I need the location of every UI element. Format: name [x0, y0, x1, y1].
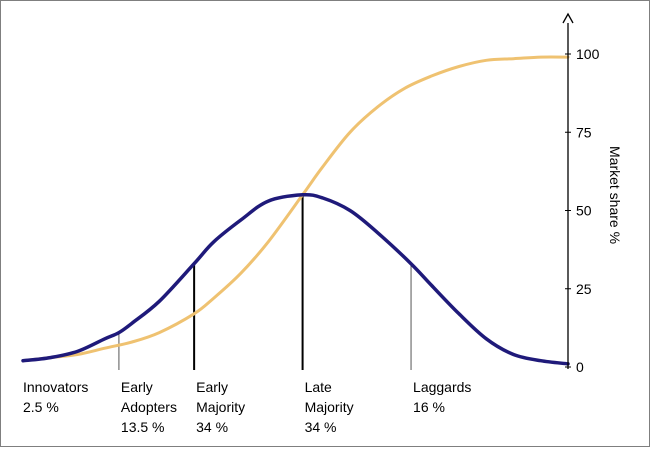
segment-label-line: 2.5 %: [23, 399, 59, 415]
segment-label-innovators: Innovators 2.5 %: [23, 379, 88, 415]
y-ticks: 0 25 50 75 100: [565, 46, 600, 375]
segment-label-line: Late: [305, 379, 332, 395]
y-tick-label-75: 75: [576, 124, 592, 140]
segment-label-line: Adopters: [121, 399, 177, 415]
adoption-bell-line: [21, 192, 570, 366]
y-tick-label-100: 100: [576, 46, 600, 62]
segment-labels: Innovators 2.5 % Early Adopters 13.5 % Early M…: [23, 379, 471, 435]
segment-label-line: 34 %: [196, 419, 228, 435]
segment-label-laggards: Laggards 16 %: [413, 379, 471, 415]
segment-label-line: Early: [196, 379, 228, 395]
segment-label-line: Early: [121, 379, 153, 395]
segment-label-line: 13.5 %: [121, 419, 165, 435]
y-axis: 0 25 50 75 100: [562, 12, 600, 375]
segment-label-line: 16 %: [413, 399, 445, 415]
segment-label-late-majority: Late Majority 34 %: [305, 379, 354, 435]
segment-label-early-majority: Early Majority 34 %: [196, 379, 245, 435]
y-tick-label-25: 25: [576, 281, 592, 297]
segment-label-line: Laggards: [413, 379, 471, 395]
segment-dividers: [118, 194, 412, 370]
cumulative-share-line: [21, 55, 570, 363]
y-axis-arrow-icon: [562, 12, 574, 24]
segment-label-line: Majority: [196, 399, 245, 415]
series-layer: [21, 55, 570, 366]
y-axis-label: Market share %: [607, 146, 623, 244]
segment-label-line: Majority: [305, 399, 354, 415]
segment-label-line: Innovators: [23, 379, 88, 395]
segment-label-line: 34 %: [305, 419, 337, 435]
y-tick-label-50: 50: [576, 203, 592, 219]
segment-label-early-adopters: Early Adopters 13.5 %: [121, 379, 177, 435]
y-tick-label-0: 0: [576, 359, 584, 375]
